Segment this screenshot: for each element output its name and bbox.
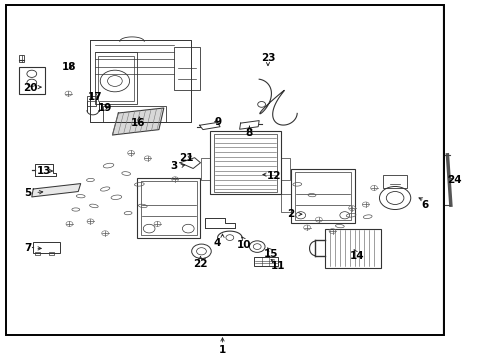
Bar — [254, 257, 277, 266]
Text: 24: 24 — [447, 175, 461, 185]
Bar — [290, 169, 354, 223]
Bar — [98, 56, 134, 101]
Bar — [6, 5, 443, 335]
Text: 1: 1 — [219, 345, 225, 355]
Text: 17: 17 — [88, 92, 102, 102]
Text: 23: 23 — [260, 53, 275, 63]
Text: 21: 21 — [179, 153, 194, 163]
Text: 11: 11 — [270, 261, 285, 271]
Bar — [141, 181, 196, 235]
Text: 15: 15 — [264, 249, 278, 259]
Text: 12: 12 — [266, 171, 281, 181]
Bar — [325, 229, 381, 268]
Bar — [173, 47, 200, 90]
Text: 6: 6 — [421, 200, 428, 210]
Bar — [210, 131, 281, 194]
Text: 5: 5 — [24, 188, 31, 198]
Bar — [214, 134, 277, 192]
Polygon shape — [112, 108, 163, 135]
Bar — [294, 172, 350, 220]
Bar — [95, 52, 137, 104]
Text: 9: 9 — [214, 117, 221, 127]
Bar — [33, 242, 60, 253]
Text: 18: 18 — [62, 62, 77, 72]
Bar — [35, 252, 40, 255]
Polygon shape — [32, 184, 81, 197]
Bar — [281, 194, 290, 212]
Bar — [137, 178, 200, 238]
Text: 7: 7 — [24, 243, 32, 253]
Bar — [281, 158, 289, 180]
Text: 4: 4 — [213, 238, 221, 248]
Text: 20: 20 — [23, 83, 38, 93]
Bar — [102, 106, 166, 122]
Text: 8: 8 — [245, 128, 252, 138]
Bar — [7, 6, 441, 334]
Text: 2: 2 — [287, 209, 294, 219]
Bar — [6, 5, 443, 335]
Text: 10: 10 — [237, 240, 251, 250]
Text: 22: 22 — [193, 258, 207, 269]
Text: 19: 19 — [98, 103, 112, 113]
Text: 16: 16 — [130, 118, 145, 128]
Bar — [49, 252, 54, 255]
Bar — [382, 175, 407, 188]
Text: 3: 3 — [170, 161, 177, 171]
Text: 13: 13 — [37, 166, 51, 176]
Text: 14: 14 — [349, 251, 364, 261]
Bar — [201, 158, 210, 180]
Bar — [19, 67, 45, 94]
Bar — [19, 55, 24, 62]
Bar — [87, 96, 96, 106]
